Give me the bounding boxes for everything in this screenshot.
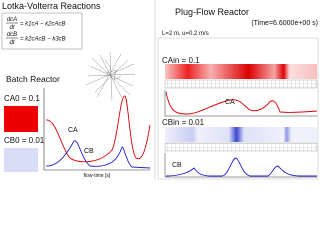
- panel-title: Lotka-Volterra Reactions: [2, 1, 101, 11]
- panel-title: Plug-Flow Reactor: [175, 7, 249, 17]
- x-axis-label: flow-time [s]: [84, 173, 111, 179]
- eq-rhs: = k1cA − k2cAcB: [20, 22, 65, 28]
- equation-box: [1, 12, 83, 50]
- curve-label: CA: [225, 99, 235, 106]
- equation: dcA dt = k1cA − k2cAcB dcB dt = k2cAcB −…: [6, 17, 66, 46]
- curve-label: CB: [172, 162, 182, 169]
- ca-color: [4, 106, 38, 132]
- params-label: L=2 m, u=0.2 m/s: [162, 31, 209, 37]
- cb-in-label: CBin = 0.01: [162, 118, 205, 127]
- curve-label: CB: [84, 148, 94, 155]
- ca-strip: [165, 64, 317, 79]
- eq-rhs: = k2cAcB − k3cB: [20, 37, 66, 43]
- cb-profile: [165, 157, 317, 177]
- screen: Lotka-Volterra Reactions dcA dt = k1cA −…: [1, 0, 319, 180]
- section-title: Batch Reactor: [6, 74, 60, 84]
- time-label: (Time=6.6000e+00 s): [251, 20, 318, 27]
- mesh: [164, 142, 318, 152]
- mesh: [164, 79, 318, 89]
- cb-color: [4, 148, 38, 172]
- ca0-label: CA0 = 0.1: [4, 94, 40, 103]
- eq-denominator: dt: [9, 25, 14, 31]
- cb-strip: [165, 127, 317, 142]
- scribble: [85, 51, 136, 101]
- reactor-box: [157, 37, 319, 180]
- batch-plot: CA CB flow-time [s]: [43, 88, 151, 179]
- cb0-label: CB0 = 0.01: [4, 136, 45, 145]
- eq-numerator: dcB: [7, 32, 17, 38]
- ca-in-label: CAin = 0.1: [162, 56, 200, 65]
- curve-label: CA: [68, 127, 78, 134]
- ca-profile: [165, 91, 318, 115]
- eq-numerator: dcA: [7, 17, 17, 23]
- eq-denominator: dt: [9, 40, 14, 46]
